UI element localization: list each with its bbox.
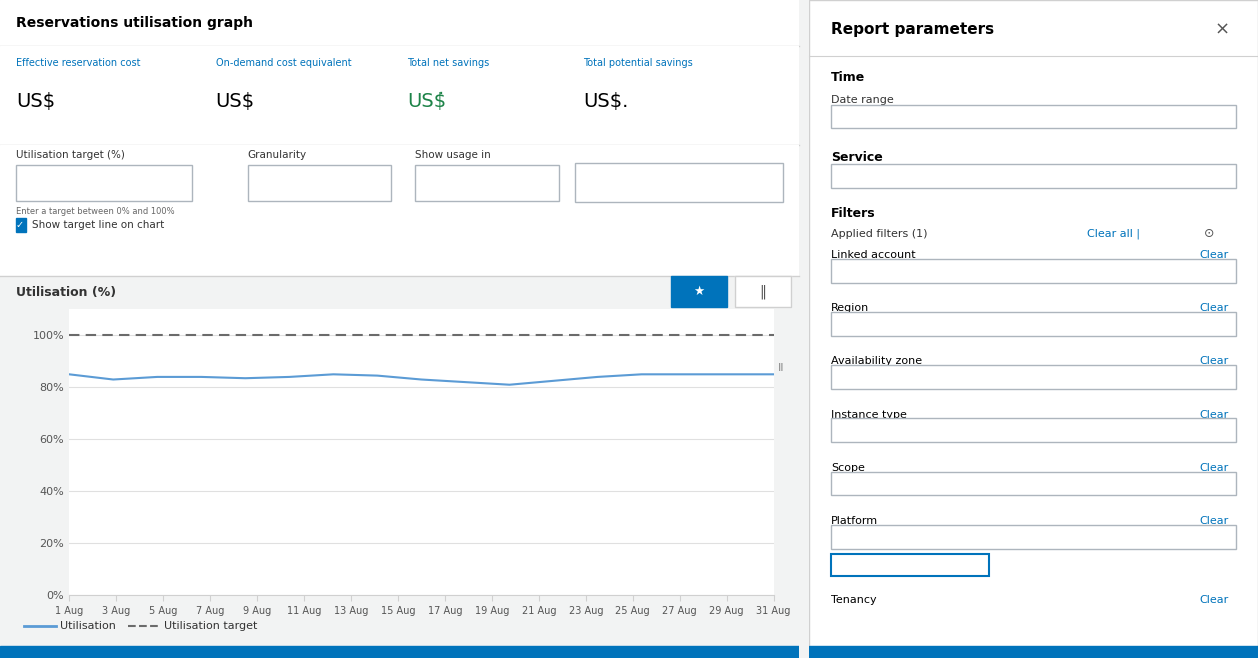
FancyBboxPatch shape bbox=[832, 105, 1235, 128]
Text: ⊙: ⊙ bbox=[1204, 227, 1215, 240]
Text: ▼: ▼ bbox=[548, 178, 555, 187]
Bar bbox=[735, 276, 791, 307]
Bar bbox=[0, 145, 799, 276]
Text: ▼: ▼ bbox=[1222, 372, 1229, 382]
Text: US$: US$ bbox=[16, 93, 55, 111]
Text: Choose instance type: Choose instance type bbox=[854, 425, 966, 436]
FancyBboxPatch shape bbox=[575, 163, 782, 202]
Text: Choose linked account: Choose linked account bbox=[854, 266, 971, 276]
FancyBboxPatch shape bbox=[832, 472, 1235, 495]
Text: ★: ★ bbox=[693, 285, 704, 298]
Text: Show usage in: Show usage in bbox=[415, 149, 491, 160]
Text: ▼: ▼ bbox=[1222, 171, 1229, 180]
Text: Clear: Clear bbox=[1200, 409, 1229, 420]
Text: ‖: ‖ bbox=[760, 284, 766, 299]
Text: Linked account: Linked account bbox=[832, 249, 916, 260]
Text: 100: 100 bbox=[24, 178, 45, 188]
FancyBboxPatch shape bbox=[832, 365, 1235, 389]
Text: II: II bbox=[777, 363, 785, 374]
Text: ▼: ▼ bbox=[1222, 319, 1229, 328]
Text: ▼: ▼ bbox=[1222, 266, 1229, 276]
Text: US$: US$ bbox=[215, 93, 255, 111]
Text: ✓: ✓ bbox=[16, 220, 24, 230]
Text: Choose availability zone: Choose availability zone bbox=[854, 372, 980, 382]
Text: Time: Time bbox=[832, 71, 866, 84]
FancyBboxPatch shape bbox=[415, 164, 560, 201]
Text: Linux/UNIX: Linux/UNIX bbox=[854, 560, 915, 570]
Text: Tenancy: Tenancy bbox=[832, 595, 877, 605]
Text: Availability zone: Availability zone bbox=[832, 356, 922, 367]
Text: Clear: Clear bbox=[1200, 249, 1229, 260]
Text: US$.: US$. bbox=[584, 93, 629, 111]
FancyBboxPatch shape bbox=[832, 164, 1235, 188]
Text: Choose region: Choose region bbox=[854, 318, 928, 329]
Text: Instance type: Instance type bbox=[832, 409, 907, 420]
Text: Clear: Clear bbox=[1200, 595, 1229, 605]
Text: Clear all |: Clear all | bbox=[1087, 228, 1140, 239]
Text: Reservations utilisation graph: Reservations utilisation graph bbox=[16, 16, 253, 30]
Bar bbox=[671, 276, 727, 307]
Bar bbox=[0, 0, 799, 46]
Text: Granularity: Granularity bbox=[248, 149, 307, 160]
Text: US$̇: US$̇ bbox=[408, 93, 447, 111]
Text: Enter a target between 0% and 100%: Enter a target between 0% and 100% bbox=[16, 207, 175, 216]
Bar bbox=[809, 646, 1258, 658]
Bar bbox=[0, 646, 799, 658]
Text: Clear: Clear bbox=[1200, 303, 1229, 313]
Text: On-demand cost equivalent: On-demand cost equivalent bbox=[215, 57, 351, 68]
Text: Total potential savings: Total potential savings bbox=[584, 57, 693, 68]
Text: Download chart (CSV): Download chart (CSV) bbox=[599, 177, 713, 188]
Text: Utilisation target (%): Utilisation target (%) bbox=[16, 149, 125, 160]
Text: Effective reservation cost: Effective reservation cost bbox=[16, 57, 141, 68]
Text: ⤓: ⤓ bbox=[584, 177, 590, 188]
Text: Scope: Scope bbox=[832, 463, 866, 473]
Text: ⧆: ⧆ bbox=[849, 111, 855, 122]
Text: Platform: Platform bbox=[832, 516, 878, 526]
FancyBboxPatch shape bbox=[16, 164, 191, 201]
Text: Utilisation (%): Utilisation (%) bbox=[16, 286, 116, 299]
Text: Daily: Daily bbox=[255, 178, 284, 188]
FancyBboxPatch shape bbox=[832, 312, 1235, 336]
Text: ▼: ▼ bbox=[1222, 479, 1229, 488]
FancyBboxPatch shape bbox=[832, 259, 1235, 283]
Text: Hours: Hours bbox=[424, 178, 455, 188]
Text: 2024-08-01 — 2024-08-31: 2024-08-01 — 2024-08-31 bbox=[872, 111, 1019, 122]
Text: Choose scope: Choose scope bbox=[854, 478, 926, 489]
FancyBboxPatch shape bbox=[248, 164, 391, 201]
Text: ▼: ▼ bbox=[380, 178, 386, 187]
Text: Platforms included (1): Platforms included (1) bbox=[854, 532, 969, 542]
Text: ▼: ▼ bbox=[1222, 426, 1229, 435]
Text: Service: Service bbox=[832, 151, 883, 164]
Text: Show target line on chart: Show target line on chart bbox=[31, 220, 165, 230]
Bar bbox=[0, 46, 799, 145]
Text: Clear: Clear bbox=[1200, 463, 1229, 473]
Text: ×: × bbox=[1214, 20, 1229, 39]
Text: Date range: Date range bbox=[832, 95, 894, 105]
Text: Region: Region bbox=[832, 303, 869, 313]
Text: Utilisation: Utilisation bbox=[60, 621, 116, 632]
Bar bbox=[735, 276, 791, 307]
Text: ×: × bbox=[969, 559, 979, 571]
FancyBboxPatch shape bbox=[832, 525, 1235, 549]
Text: Utilisation target: Utilisation target bbox=[164, 621, 257, 632]
Text: Clear: Clear bbox=[1200, 516, 1229, 526]
Text: Report parameters: Report parameters bbox=[832, 22, 995, 37]
Bar bbox=[16, 218, 26, 232]
Text: EC2-Instances: EC2-Instances bbox=[854, 170, 933, 181]
Text: Filters: Filters bbox=[832, 207, 876, 220]
Text: Applied filters (1): Applied filters (1) bbox=[832, 228, 928, 239]
Text: Clear: Clear bbox=[1200, 356, 1229, 367]
FancyBboxPatch shape bbox=[832, 554, 989, 576]
Text: Total net savings: Total net savings bbox=[408, 57, 489, 68]
Text: ▼: ▼ bbox=[1222, 532, 1229, 542]
FancyBboxPatch shape bbox=[832, 418, 1235, 442]
